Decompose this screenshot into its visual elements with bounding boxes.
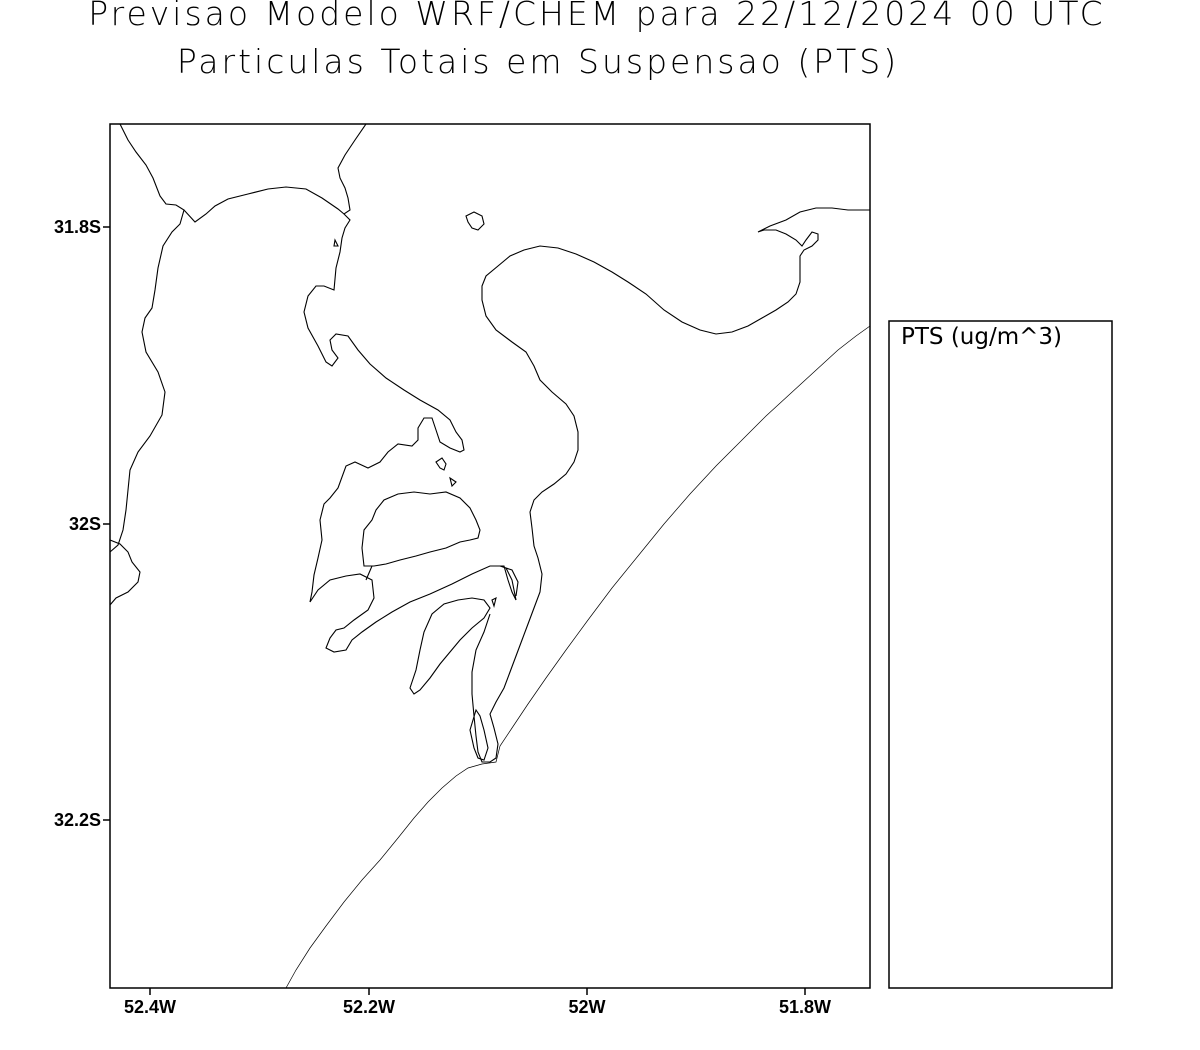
lat-tick-label: 31.8S [54, 217, 101, 237]
lon-tick-label: 52.4W [124, 997, 176, 1017]
lon-tick-label: 52.2W [343, 997, 395, 1017]
lon-tick-label: 52W [568, 997, 605, 1017]
coastlines [109, 123, 870, 763]
lat-tick-label: 32.2S [54, 810, 101, 830]
map-title: Previsao Modelo WRF/CHEM para 22/12/2024… [88, 0, 1106, 33]
lon-tick-label: 51.8W [779, 997, 831, 1017]
map-frame [109, 123, 871, 989]
legend-box [888, 320, 1113, 989]
map-subtitle: Particulas Totais em Suspensao (PTS) [176, 42, 900, 81]
boundary-line [285, 325, 871, 989]
lat-tick-label: 32S [69, 514, 101, 534]
legend-title: PTS (ug/m^3) [901, 324, 1062, 350]
